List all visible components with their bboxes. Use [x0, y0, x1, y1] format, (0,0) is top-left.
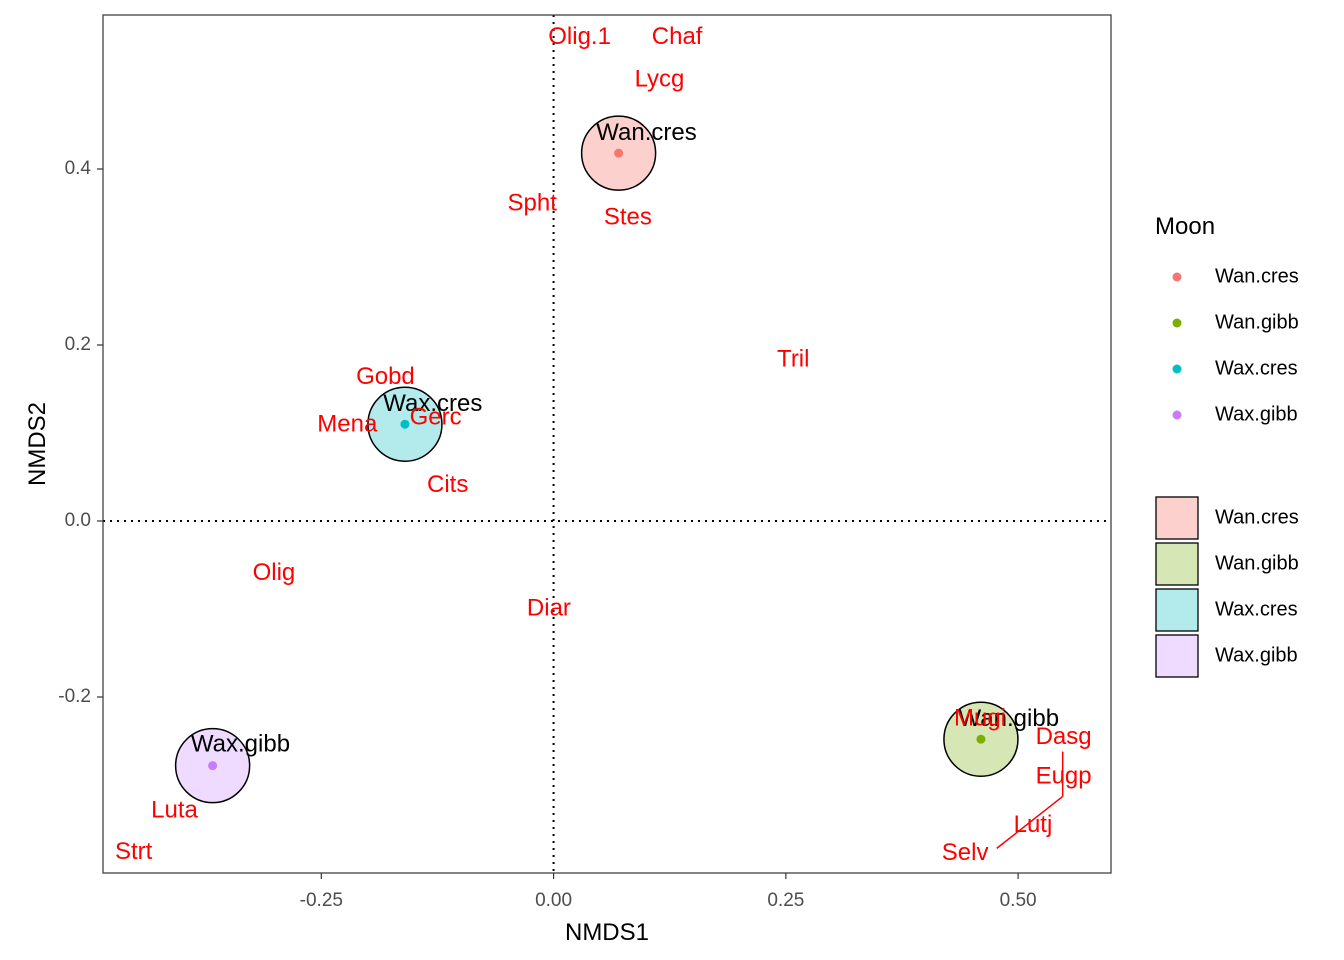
- species-label: Diar: [527, 594, 571, 621]
- x-tick-label: -0.25: [300, 890, 343, 911]
- group-label: Wax.gibb: [191, 731, 290, 758]
- centroid-point: [208, 761, 218, 771]
- legend-point-label: Wan.cres: [1215, 265, 1299, 287]
- x-axis-title: NMDS1: [565, 919, 649, 946]
- species-label: Stes: [604, 204, 652, 231]
- connector-segment: [996, 795, 1064, 849]
- legend-fill-label: Wan.cres: [1215, 506, 1299, 528]
- centroid-point: [614, 148, 624, 158]
- species-label: Tril: [777, 345, 809, 372]
- species-label: Olig: [253, 559, 296, 586]
- legend-fill-label: Wan.gibb: [1215, 552, 1299, 574]
- legend-fill-label: Wax.cres: [1215, 598, 1298, 620]
- species-label: Cits: [427, 471, 468, 498]
- plot-panel-border: [102, 14, 1112, 874]
- group-labels: Wan.cres Wan.gibb Wax.cres Wax.gibb: [191, 119, 1059, 758]
- species-labels: Olig.1 Chaf Lycg Spht Stes Tril Gobd Gerc Mena Ci…: [115, 23, 1092, 866]
- group-label: Wan.cres: [596, 119, 696, 146]
- species-label: Spht: [508, 190, 558, 217]
- group-label: Wax.cres: [383, 390, 482, 417]
- reference-lines: [103, 15, 1111, 873]
- legend-fill-key: [1155, 588, 1199, 632]
- legend-point-label: Wax.cres: [1215, 357, 1298, 379]
- x-tick-label: 0.50: [1000, 890, 1037, 911]
- species-label: Olig.1: [548, 23, 611, 50]
- y-tick-label: 0.0: [65, 510, 91, 531]
- species-label: Strt: [115, 838, 153, 865]
- x-tick-label: 0.25: [767, 890, 804, 911]
- species-label: Dasg: [1036, 723, 1092, 750]
- species-label: Gobd: [356, 363, 415, 390]
- y-tick-label: 0.4: [65, 158, 92, 179]
- y-axis: -0.2 0.0 0.2 0.4: [58, 158, 103, 707]
- legend-point-label: Wan.gibb: [1215, 311, 1299, 333]
- group-label: Wan.gibb: [959, 705, 1060, 732]
- legend-point-key: [1172, 410, 1182, 420]
- legend-point-label: Wax.gibb: [1215, 403, 1298, 425]
- species-label: Gerc: [410, 403, 462, 430]
- species-label: Selv: [942, 839, 989, 866]
- legend-title: Moon: [1155, 213, 1215, 240]
- species-label: Lycg: [635, 65, 685, 92]
- group-centroid-points: [208, 148, 986, 771]
- species-label: Mugi: [954, 704, 1006, 731]
- x-axis: -0.25 0.00 0.25 0.50: [300, 873, 1037, 911]
- legend-fill-key: [1155, 542, 1199, 586]
- y-axis-title: NMDS2: [24, 402, 51, 486]
- legend-fill-key: [1155, 496, 1199, 540]
- species-label: Eugp: [1036, 762, 1092, 789]
- legend-fill-key: [1155, 634, 1199, 678]
- centroid-point: [976, 734, 986, 744]
- legend: Moon Wan.cres Wan.gibb Wax.cres Wax.gibb Wan…: [1155, 213, 1299, 678]
- legend-point-key: [1172, 364, 1182, 374]
- species-label: Chaf: [652, 23, 703, 50]
- x-tick-label: 0.00: [535, 890, 572, 911]
- y-tick-label: -0.2: [58, 686, 91, 707]
- legend-point-key: [1172, 318, 1182, 328]
- y-tick-label: 0.2: [65, 334, 91, 355]
- species-label: Lutj: [1014, 811, 1053, 838]
- species-label: Mena: [317, 410, 378, 437]
- label-connector-lines: [996, 751, 1064, 849]
- species-label: Luta: [151, 797, 198, 824]
- centroid-point: [400, 419, 410, 429]
- legend-fill-label: Wax.gibb: [1215, 644, 1298, 666]
- legend-point-key: [1172, 272, 1182, 282]
